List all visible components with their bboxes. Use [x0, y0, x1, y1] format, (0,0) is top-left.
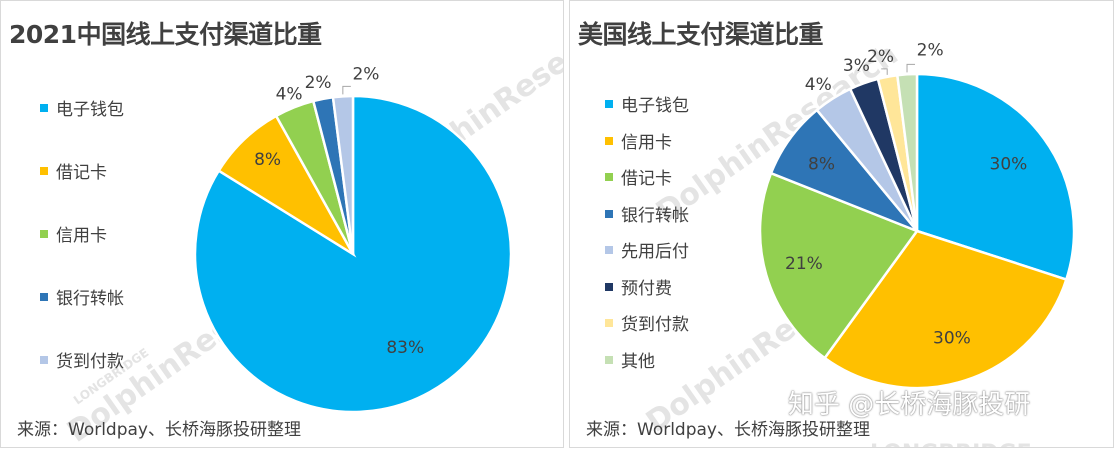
- legend-swatch: [605, 282, 613, 291]
- pie-slice: [758, 171, 919, 360]
- legend-label: 电子钱包: [621, 96, 689, 116]
- pie-slice: [822, 229, 1068, 390]
- legend-swatch: [40, 230, 48, 238]
- legend-swatch: [605, 246, 613, 254]
- data-label: 30%: [933, 329, 971, 349]
- legend-swatch: [605, 173, 613, 181]
- chart-title: 2021中国线上支付渠道比重: [9, 20, 322, 49]
- legend-label: 信用卡: [621, 132, 672, 153]
- legend-swatch: [605, 319, 613, 327]
- legend-swatch: [40, 104, 48, 112]
- legend-swatch: [605, 355, 613, 364]
- legend-item: 货到付款: [40, 347, 124, 372]
- data-label: 2%: [352, 64, 379, 84]
- legend-item: 先用后付: [605, 237, 689, 262]
- data-label: 4%: [805, 75, 832, 95]
- data-label: 30%: [990, 155, 1028, 175]
- legend-item: 电子钱包: [40, 95, 124, 120]
- source-note: 来源：Worldpay、长桥海豚投研整理: [586, 420, 870, 440]
- legend-label: 货到付款: [56, 352, 124, 372]
- legend-item: 信用卡: [605, 128, 672, 153]
- legend-item: 银行转帐: [40, 284, 124, 309]
- legend-swatch: [40, 356, 48, 364]
- legend-label: 借记卡: [621, 169, 672, 189]
- data-label: 8%: [808, 155, 835, 175]
- legend-item: 货到付款: [605, 310, 689, 335]
- data-label: 3%: [843, 56, 870, 76]
- data-label: 2%: [305, 73, 332, 93]
- pie-slice: [915, 72, 1076, 282]
- legend-swatch: [605, 209, 613, 218]
- legend-label: 先用后付: [621, 242, 689, 262]
- legend-item: 预付费: [605, 274, 672, 299]
- legend-item: 电子钱包: [605, 91, 689, 116]
- legend-item: 其他: [605, 347, 655, 372]
- data-label: 83%: [386, 338, 424, 358]
- legend-label: 电子钱包: [56, 100, 124, 120]
- legend-item: 银行转帐: [605, 201, 689, 226]
- zhihu-watermark: 知乎 @长桥海豚投研: [788, 390, 1031, 420]
- leader-line: [881, 68, 888, 75]
- data-label: 4%: [276, 84, 303, 104]
- legend-swatch: [40, 293, 48, 301]
- legend-item: 借记卡: [40, 158, 107, 183]
- leader-line: [342, 85, 351, 95]
- legend-label: 预付费: [621, 278, 672, 299]
- data-label: 2%: [867, 47, 894, 67]
- pie-slice: [895, 72, 919, 232]
- legend-label: 银行转帐: [56, 289, 124, 309]
- legend-swatch: [605, 136, 613, 145]
- legend-label: 信用卡: [56, 226, 107, 246]
- legend-item: 信用卡: [40, 221, 107, 246]
- legend-swatch: [605, 100, 613, 108]
- data-label: 21%: [785, 254, 823, 274]
- data-label: 2%: [917, 40, 944, 60]
- legend-label: 银行转帐: [621, 205, 689, 226]
- legend-label: 其他: [621, 351, 655, 372]
- legend-label: 借记卡: [56, 163, 107, 183]
- source-note: 来源：Worldpay、长桥海豚投研整理: [17, 420, 301, 440]
- legend-swatch: [40, 167, 48, 175]
- legend-item: 借记卡: [605, 164, 672, 189]
- data-label: 8%: [254, 150, 281, 170]
- chart-title: 美国线上支付渠道比重: [578, 20, 824, 49]
- leader-line: [906, 63, 916, 73]
- legend-label: 货到付款: [621, 315, 689, 335]
- pie-slice: [331, 94, 355, 255]
